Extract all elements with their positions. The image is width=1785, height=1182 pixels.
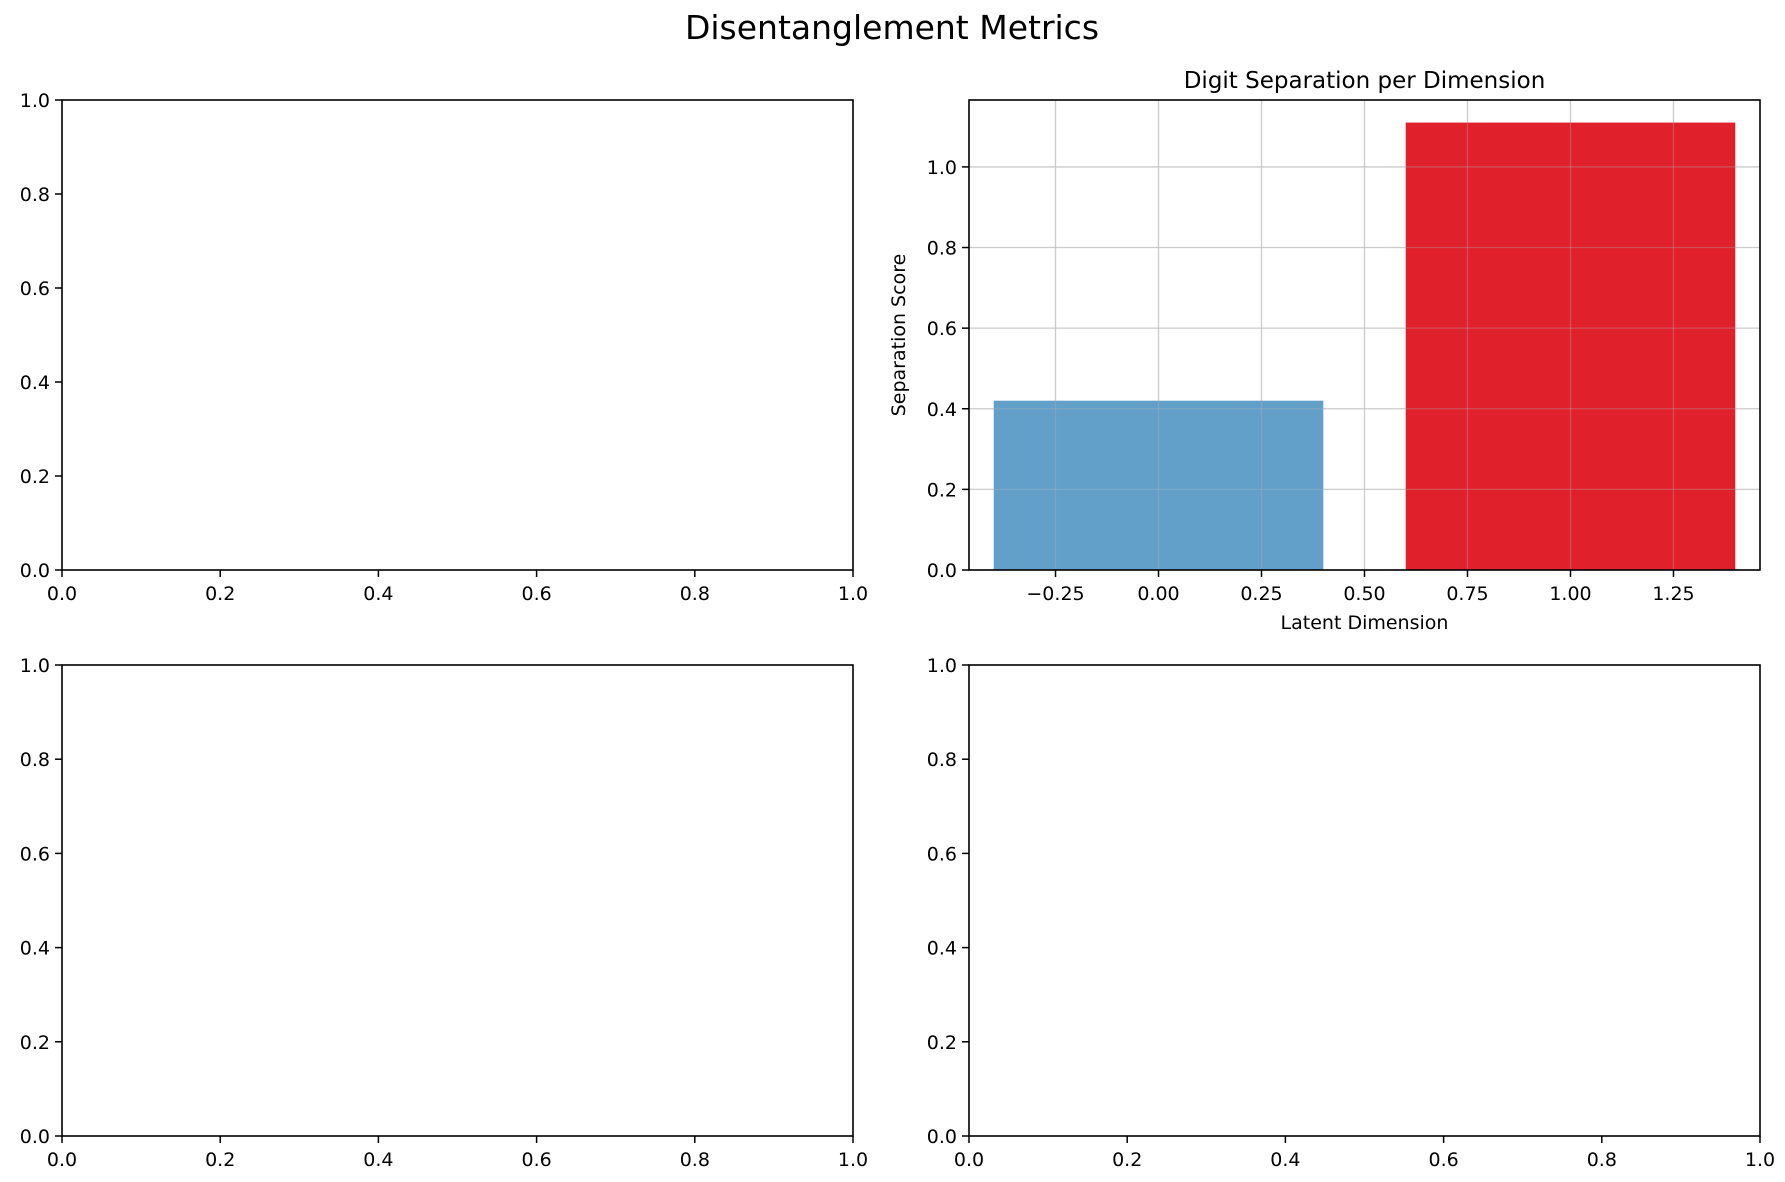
x-tick-label: 0.75 xyxy=(1446,583,1488,605)
y-tick-label: 0.6 xyxy=(927,318,957,340)
y-tick-label: 0.2 xyxy=(20,466,50,488)
x-tick-label: 0.8 xyxy=(680,583,710,605)
y-tick-label: 0.0 xyxy=(20,560,50,582)
y-tick-label: 0.6 xyxy=(20,843,50,865)
x-tick-label: 1.0 xyxy=(1745,1149,1775,1171)
y-tick-label: 0.0 xyxy=(20,1126,50,1148)
x-tick-label: 0.4 xyxy=(1270,1149,1300,1171)
bar-dim-1 xyxy=(1405,122,1736,570)
x-tick-label: 0.8 xyxy=(680,1149,710,1171)
x-tick-label: 0.4 xyxy=(363,583,393,605)
y-tick-label: 0.2 xyxy=(927,1032,957,1054)
axes-title: Digit Separation per Dimension xyxy=(1184,68,1546,94)
figure-title: Disentanglement Metrics xyxy=(685,8,1099,47)
y-tick-label: 0.0 xyxy=(927,1126,957,1148)
x-tick-label: 0.8 xyxy=(1587,1149,1617,1171)
x-tick-label: 0.6 xyxy=(521,583,551,605)
y-tick-label: 0.6 xyxy=(927,843,957,865)
x-tick-label: 0.00 xyxy=(1137,583,1179,605)
x-tick-label: 1.00 xyxy=(1549,583,1591,605)
x-tick-label: 1.25 xyxy=(1652,583,1694,605)
y-tick-label: 1.0 xyxy=(927,655,957,677)
x-tick-label: 0.2 xyxy=(1112,1149,1142,1171)
y-tick-label: 0.2 xyxy=(20,1032,50,1054)
axes-frame xyxy=(968,664,1761,1137)
x-tick-label: 0.0 xyxy=(47,1149,77,1171)
y-tick-label: 0.6 xyxy=(20,278,50,300)
panel-top-right: −0.25 0.00 0.25 0.50 0.75 1.00 1.25 0.0 0.2 0.4 0.… xyxy=(888,68,1761,634)
y-tick-label: 1.0 xyxy=(20,655,50,677)
y-tick-label: 0.4 xyxy=(927,399,957,421)
x-tick-label: 0.25 xyxy=(1240,583,1282,605)
y-tick-label: 0.8 xyxy=(20,184,50,206)
x-tick-label: −0.25 xyxy=(1026,583,1084,605)
y-tick-label: 1.0 xyxy=(927,157,957,179)
x-tick-label: 0.50 xyxy=(1343,583,1385,605)
panel-bottom-right: 0.0 0.2 0.4 0.6 0.8 1.0 0.0 0.2 0.4 0.6 0.8 1.0 xyxy=(927,655,1775,1171)
x-tick-label: 1.0 xyxy=(838,583,868,605)
x-tick-label: 0.2 xyxy=(205,583,235,605)
x-tick-label: 0.2 xyxy=(205,1149,235,1171)
y-tick-label: 0.4 xyxy=(927,938,957,960)
x-tick-label: 0.6 xyxy=(1428,1149,1458,1171)
y-axis-label: Separation Score xyxy=(888,254,910,417)
x-tick-label: 0.6 xyxy=(521,1149,551,1171)
axes-frame xyxy=(61,99,854,571)
x-axis-label: Latent Dimension xyxy=(1281,612,1449,634)
y-tick-label: 0.8 xyxy=(927,749,957,771)
x-tick-label: 0.0 xyxy=(954,1149,984,1171)
x-tick-label: 1.0 xyxy=(838,1149,868,1171)
y-tick-label: 0.8 xyxy=(927,238,957,260)
panel-bottom-left: 0.0 0.2 0.4 0.6 0.8 1.0 0.0 0.2 0.4 0.6 0.8 1.0 xyxy=(20,655,868,1171)
y-tick-label: 0.8 xyxy=(20,749,50,771)
y-tick-label: 1.0 xyxy=(20,90,50,112)
axes-frame xyxy=(61,664,854,1137)
x-tick-label: 0.0 xyxy=(47,583,77,605)
y-tick-label: 0.2 xyxy=(927,479,957,501)
y-tick-label: 0.0 xyxy=(927,560,957,582)
bar-dim-0 xyxy=(993,400,1324,570)
y-tick-label: 0.4 xyxy=(20,372,50,394)
x-tick-label: 0.4 xyxy=(363,1149,393,1171)
panel-top-left: 0.0 0.2 0.4 0.6 0.8 1.0 0.0 0.2 0.4 0.6 0.8 1.0 xyxy=(20,90,868,605)
y-tick-label: 0.4 xyxy=(20,938,50,960)
